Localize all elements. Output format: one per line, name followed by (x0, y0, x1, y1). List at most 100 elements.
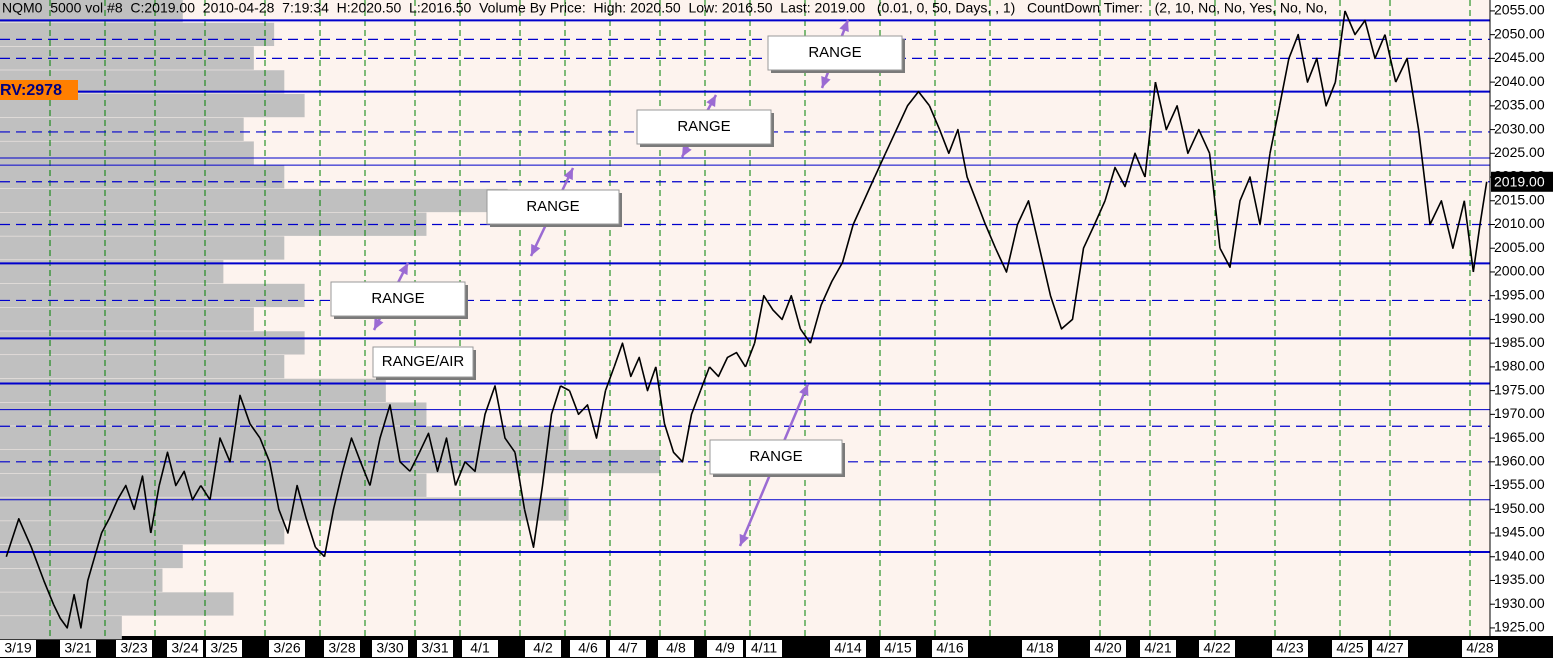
date-label: 4/27 (1376, 640, 1403, 656)
y-tick-label: 1970.00 (1494, 405, 1545, 421)
date-label: 4/28 (1466, 640, 1493, 656)
price-connector (259, 437, 271, 463)
axis-background (1490, 0, 1553, 658)
arrow-head (706, 95, 716, 108)
y-tick-label: 1950.00 (1494, 500, 1545, 516)
date-label-box (0, 640, 36, 657)
arrow-head (821, 75, 831, 88)
annotation-box (330, 281, 466, 317)
price-connector (43, 580, 55, 605)
arrow-head (563, 168, 573, 181)
price-line (663, 390, 702, 463)
date-label-box (570, 640, 606, 657)
date-label-box (60, 640, 96, 657)
y-tick-label: 2035.00 (1494, 97, 1545, 113)
y-tick-label: 1985.00 (1494, 334, 1545, 350)
date-label: 4/14 (834, 640, 861, 656)
date-label: 3/25 (210, 640, 237, 656)
date-label: 4/18 (1026, 640, 1053, 656)
price-connector (314, 546, 326, 558)
volume-bar (0, 521, 285, 545)
price-connector (873, 152, 887, 178)
price-line (753, 294, 802, 344)
y-tick-label: 1925.00 (1494, 619, 1545, 635)
annotation-box (709, 439, 843, 475)
price-connector (1269, 105, 1281, 154)
y-tick-label: 1990.00 (1494, 310, 1545, 326)
volume-bar (0, 283, 305, 308)
date-label-box (462, 640, 498, 657)
volume-bar (0, 568, 163, 592)
arrow-head (682, 144, 692, 157)
date-label-box (417, 640, 453, 657)
price-connector (1093, 200, 1106, 225)
date-label: 4/1 (470, 640, 490, 656)
annotation-box (486, 189, 620, 225)
annotation-label: RANGE/AIR (382, 353, 465, 370)
volume-bar (0, 236, 285, 260)
date-label-box (1332, 640, 1368, 657)
date-label: 3/24 (171, 640, 198, 656)
date-label-box (658, 640, 694, 657)
date-label: 4/2 (533, 640, 553, 656)
volume-bar (0, 592, 234, 616)
date-label-box (932, 640, 968, 657)
date-label: 4/15 (884, 640, 911, 656)
date-label-box (880, 640, 916, 657)
volume-bar (0, 46, 254, 70)
price-connector (409, 451, 421, 472)
price-connector (928, 105, 941, 130)
y-tick-label: 1965.00 (1494, 429, 1545, 445)
date-label: 4/16 (936, 640, 963, 656)
volume-bar (0, 141, 254, 165)
price-connector (744, 342, 756, 368)
arrow-head (374, 317, 384, 330)
volume-bar (0, 544, 183, 569)
date-label: 4/11 (751, 640, 777, 656)
y-tick-label: 1995.00 (1494, 286, 1545, 302)
date-label-box (167, 640, 203, 657)
price-connector (1334, 10, 1346, 83)
date-label: 4/6 (578, 640, 598, 656)
annotation-label: RANGE (749, 448, 802, 465)
price-connector (1144, 82, 1157, 178)
y-tick-label: 2040.00 (1494, 73, 1545, 89)
y-tick-label: 2045.00 (1494, 49, 1545, 65)
date-label: 3/21 (64, 640, 91, 656)
y-tick-label: 2050.00 (1494, 25, 1545, 41)
price-line (994, 200, 1096, 330)
date-label: 4/9 (715, 640, 735, 656)
annotation-label: RANGE (371, 290, 424, 307)
price-connector (1208, 153, 1221, 249)
date-label: 3/28 (328, 640, 355, 656)
date-label-box (1462, 640, 1498, 657)
price-line (369, 404, 411, 486)
date-label-box (116, 640, 152, 657)
date-label: 4/22 (1203, 640, 1230, 656)
y-tick-label: 1960.00 (1494, 453, 1545, 469)
date-label-box (1272, 640, 1308, 657)
price-line (568, 390, 607, 439)
date-label: 3/26 (273, 640, 300, 656)
y-tick-label: 1945.00 (1494, 524, 1545, 540)
price-line (418, 432, 457, 486)
price-line (938, 128, 987, 225)
header: NQM0 5000 vol #8 C:2019.00 2010-04-28 7:… (2, 0, 1327, 16)
date-label-box (1140, 640, 1176, 657)
date-label: 3/30 (376, 640, 403, 656)
y-tick-label: 2015.00 (1494, 191, 1545, 207)
marker-label: RV:2978 (0, 82, 62, 99)
price-line (1394, 57, 1466, 249)
price-line (5, 518, 45, 581)
date-label: 4/21 (1144, 640, 1171, 656)
y-tick-label: 2005.00 (1494, 239, 1545, 255)
volume-bar (0, 165, 285, 189)
volume-bar (0, 402, 427, 426)
volume-bar (0, 22, 275, 47)
price-line (1219, 153, 1271, 268)
price-line (809, 176, 876, 344)
date-label: 4/20 (1094, 640, 1121, 656)
arrow-head (531, 243, 541, 256)
y-tick-label: 1940.00 (1494, 547, 1545, 563)
